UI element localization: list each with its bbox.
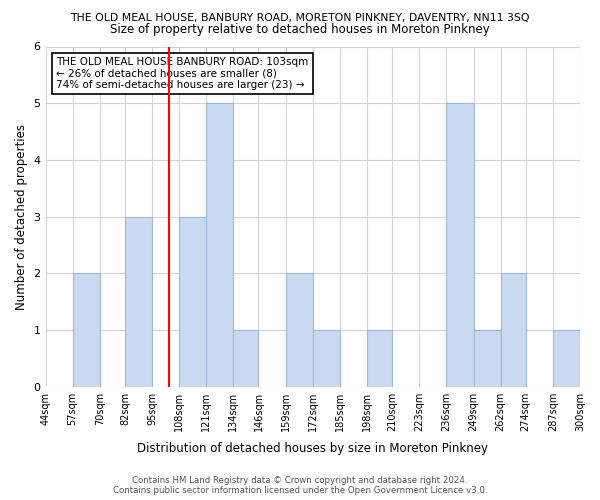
Bar — [313, 330, 340, 386]
Bar — [553, 330, 580, 386]
Bar — [446, 103, 473, 387]
Bar — [206, 103, 233, 387]
Text: THE OLD MEAL HOUSE BANBURY ROAD: 103sqm
← 26% of detached houses are smaller (8): THE OLD MEAL HOUSE BANBURY ROAD: 103sqm … — [56, 56, 308, 90]
Text: Size of property relative to detached houses in Moreton Pinkney: Size of property relative to detached ho… — [110, 22, 490, 36]
Bar — [500, 274, 526, 386]
Bar — [233, 330, 259, 386]
Bar — [125, 216, 152, 386]
Text: Contains HM Land Registry data © Crown copyright and database right 2024.
Contai: Contains HM Land Registry data © Crown c… — [113, 476, 487, 495]
Y-axis label: Number of detached properties: Number of detached properties — [15, 124, 28, 310]
X-axis label: Distribution of detached houses by size in Moreton Pinkney: Distribution of detached houses by size … — [137, 442, 488, 455]
Bar — [179, 216, 206, 386]
Bar — [367, 330, 392, 386]
Bar — [73, 274, 100, 386]
Bar — [473, 330, 500, 386]
Bar — [286, 274, 313, 386]
Text: THE OLD MEAL HOUSE, BANBURY ROAD, MORETON PINKNEY, DAVENTRY, NN11 3SQ: THE OLD MEAL HOUSE, BANBURY ROAD, MORETO… — [70, 12, 530, 22]
